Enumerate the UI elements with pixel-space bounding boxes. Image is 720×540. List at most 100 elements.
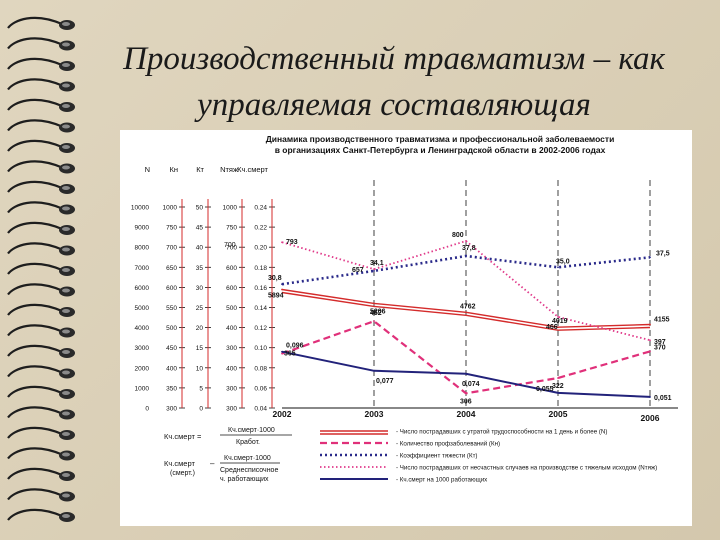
data-label-N: 5894 [268,293,284,300]
data-point-Ntyazh [373,268,375,271]
data-point-Kt [465,255,467,257]
spiral-coil [7,344,63,357]
axis-tick-label: 400 [226,365,237,372]
spiral-hole-shine [62,42,70,47]
spiral-coil [7,221,63,234]
spiral-hole-shine [62,186,70,190]
spiral-binding [7,16,75,522]
data-label-N: 4762 [460,303,476,310]
spiral-hole-shine [62,473,70,477]
data-point-Kn [557,377,559,379]
spiral-hole-shine [62,268,70,272]
axis-tick-label: 35 [196,265,204,272]
data-point-N [373,302,375,305]
data-point-Ntyazh [557,316,559,318]
spiral-hole-shine [62,411,70,416]
spiral-coil [7,57,63,70]
data-label-Kt: 37,5 [656,250,670,257]
chart-svg: Динамика производственного травматизма и… [131,134,678,484]
formula2-denominator-line2: ч. работающих [220,475,269,483]
axis-tick-label: 400 [226,325,237,332]
axis-tick-label: 1000 [135,385,150,392]
data-point-Kt [373,270,375,272]
data-point-Kn [281,352,283,355]
spiral-coil [7,16,63,29]
axis-tick-label: 8000 [135,245,150,252]
formula2-lhs-line1: Кч.смерт [164,459,195,468]
axis-tick-label: 450 [166,345,177,352]
axis-tick-label: 700 [226,245,237,252]
data-label-Kn: 322 [552,383,564,390]
axis-tick-label: 45 [196,225,204,232]
legend-label-N: - Число пострадавших с утратой трудоспос… [396,429,607,436]
spiral-hole-shine [62,452,70,457]
spiral-hole-shine [62,63,70,67]
spiral-coil [7,242,63,255]
axis-tick-label: 3000 [135,345,150,352]
axis-tick-label: 1000 [223,205,238,212]
data-label-Kchsm: 0,051 [654,395,672,402]
data-point-Kt [557,266,559,269]
axis-tick-label: 0.22 [254,225,267,232]
data-label-Ntyazh: 657 [352,267,364,274]
spiral-coil [7,447,63,460]
axis-tick-label: 750 [166,225,177,232]
axis-tick-label: 0.04 [254,406,267,413]
axis-tick-label: 5000 [135,305,150,312]
axis-tick-label: 300 [226,345,237,352]
data-label-Ntyazh: 793 [286,239,298,246]
formula-group: Кч.смерт = Кч.смерт·1000 Кработ. Кч.смер… [164,427,292,483]
axis-tick-label: 10 [196,365,204,372]
spiral-coil [7,324,63,337]
data-label-Kchsm: 0,077 [376,378,394,385]
data-point-Kchsm [465,372,467,375]
data-label-Kt: 30,8 [268,275,282,282]
formula1-numerator: Кч.смерт·1000 [228,427,275,434]
legend-group: - Число пострадавших с утратой трудоспос… [320,429,657,484]
axis-tick-label: 600 [226,265,237,272]
legend-label-Kn: - Количество профзаболеваний (Кн) [396,441,500,448]
spiral-coil [7,385,63,398]
data-point-Kt [649,256,651,259]
axis-tick-label: 750 [226,225,237,232]
axis-tick-label: 700 [166,245,177,252]
axis-tick-label: 400 [166,365,177,372]
spiral-coil [7,488,63,501]
data-label-Kchsm: 0,074 [462,381,480,388]
category-label: 2002 [273,409,292,419]
axis-tick-label: 600 [166,285,177,292]
data-label-Kt: 34,1 [370,260,384,267]
axis-tick-label: 500 [226,305,237,312]
formula2-dash: – [210,459,215,468]
spiral-coil [7,406,63,419]
axis-tick-label: 650 [166,265,177,272]
data-label-Kchsm: 0,096 [286,343,304,350]
series-group [281,239,651,398]
axes-group: N100009000800070006000500040003000200010… [131,165,275,413]
spiral-coil [7,78,63,91]
data-label-Ntyazh: 800 [452,232,464,239]
formula1-denominator: Кработ. [236,438,260,446]
axis-tick-label: 0.20 [254,245,267,252]
spiral-coil [7,160,63,173]
slide-title-line2: управляемая составляющая [197,87,591,123]
axis-tick-label: 300 [166,406,177,413]
axis-tick-label: 0.08 [254,365,267,372]
spiral-hole-shine [62,206,70,211]
data-point-Ntyazh [281,241,283,244]
series-line-N-secondary [281,291,651,331]
spiral-coil [7,119,63,132]
axis-tick-label: 600 [226,285,237,292]
data-label-N: 4155 [654,316,670,323]
category-label: 2006 [641,413,660,423]
data-label-N: 5206 [370,308,386,315]
axis-tick-label: 4000 [135,325,150,332]
axis-tick-label: 20 [196,325,204,332]
axis-tick-label: 5 [199,385,203,392]
data-label-Kt: 35,0 [556,258,570,265]
spiral-hole-shine [62,309,70,313]
chart-panel: Динамика производственного травматизма и… [120,130,692,526]
legend-label-Kt: - Коэффициент тяжести (Кт) [396,453,477,460]
axis-tick-label: 1000 [163,205,178,212]
